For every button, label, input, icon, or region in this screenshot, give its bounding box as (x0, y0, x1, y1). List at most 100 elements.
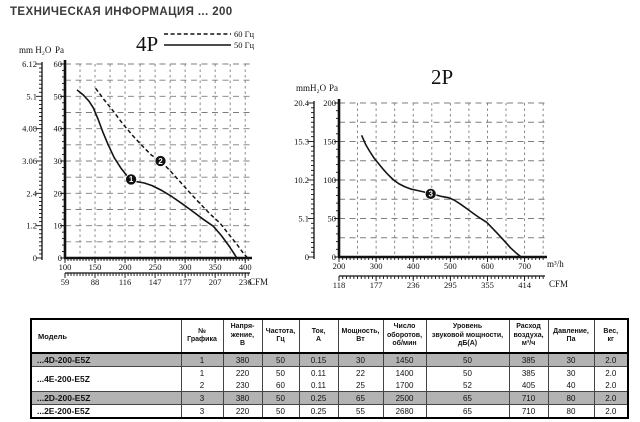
y-tick-label: 100 (323, 175, 336, 185)
cfm-label: 295 (444, 280, 457, 290)
x-tick-label: 400 (407, 261, 420, 271)
header-frequency: Частота, Гц (261, 318, 300, 354)
table-cell: 65 (425, 404, 510, 419)
table-cell: 2680 (382, 404, 427, 419)
x-tick-label: 400 (239, 262, 252, 272)
table-cell: 380 (222, 391, 263, 405)
mm-label: 4.08 (22, 124, 37, 134)
y-tick-label: 150 (323, 137, 336, 147)
table-cell: 30 (547, 366, 595, 379)
table-cell: 55 (337, 404, 384, 419)
x-tick-label: 300 (179, 262, 192, 272)
cfm-label: 236 (407, 280, 420, 290)
table-cell: 2.0 (593, 391, 629, 405)
table-cell: 80 (547, 391, 595, 405)
table-cell: 3 (180, 404, 224, 419)
mm-label: 20.4 (294, 98, 310, 108)
header-pressure: Давление, Па (547, 318, 595, 354)
table-cell: 50 (425, 366, 510, 379)
curve-marker-3 (424, 188, 437, 200)
page-title: ТЕХНИЧЕСКАЯ ИНФОРМАЦИЯ ... 200 (10, 6, 233, 18)
chart-2p: 0 50 100 150 200 200 300 400 500 600 700 20.4 15.3 10… (294, 65, 568, 290)
cfm-unit-label: CFM (249, 277, 268, 287)
cfm-label: 355 (481, 280, 494, 290)
table-cell: 50 (261, 366, 300, 379)
table-header-row: Модель № Графика Напря- жение, В Частота… (30, 318, 629, 354)
cfm-label: 116 (119, 277, 131, 287)
curve-marker-2 (154, 155, 167, 167)
curve-marker-label: 1 (129, 175, 134, 184)
table-cell: 80 (547, 404, 595, 419)
y-tick-label: 50 (328, 214, 337, 224)
mm-label: 1.2 (26, 221, 37, 231)
chart-4p-title: 4P (136, 32, 158, 56)
table-cell: 385 (508, 366, 549, 379)
mm-label: 3.06 (22, 156, 37, 166)
y-tick-label: 60 (54, 59, 63, 69)
curve-marker-1 (125, 173, 137, 186)
header-noise: Уровень звуковой мощности, дБ(А) (425, 318, 510, 354)
table-cell: 50 (425, 352, 510, 367)
x-tick-label: 350 (209, 262, 222, 272)
table-cell: 0.25 (298, 404, 339, 419)
table-cell: 0.15 (298, 352, 339, 367)
cfm-label: 88 (91, 277, 100, 287)
table-row: ...2D-200-E5Z 3 380 50 0.25 65 2500 65 7… (30, 391, 629, 405)
y-tick-label: 20 (54, 188, 63, 198)
cfm-label: 414 (518, 280, 532, 290)
legend-50hz-label: 50 Гц (234, 40, 255, 50)
series-curve-60-Гц (94, 87, 249, 259)
table-row: ...4E-200-E5Z 1 220 50 0.11 22 1400 50 3… (30, 366, 629, 392)
header-rpm: Число оборотов, об/мин (382, 318, 427, 354)
cfm-label: 207 (209, 277, 222, 287)
x-tick-label: 250 (149, 262, 162, 272)
x-tick-label: 500 (444, 261, 457, 271)
table-cell: 405 (508, 379, 549, 392)
table-row: ...4D-200-E5Z 1 380 50 0.15 30 1450 50 3… (30, 352, 629, 367)
table-cell: 710 (508, 404, 549, 419)
model-cell: ...2D-200-E5Z (30, 391, 182, 405)
y-tick-label: 50 (54, 91, 63, 101)
header-graph-no: № Графика (180, 318, 224, 354)
model-cell: ...4E-200-E5Z (30, 366, 182, 392)
x-tick-label: 100 (59, 262, 72, 272)
cfm-label: 236 (239, 277, 252, 287)
table-cell: 65 (425, 391, 510, 405)
table-cell: 2.0 (593, 366, 629, 379)
x-tick-label: 200 (333, 261, 346, 271)
header-voltage: Напря- жение, В (222, 318, 263, 354)
cfm-unit-label: CFM (549, 279, 568, 289)
mm-label: 0 (33, 253, 37, 263)
cfm-label: 177 (370, 280, 383, 290)
model-cell: ...4D-200-E5Z (30, 352, 182, 367)
y-left-unit-label: mm H₂O (19, 45, 52, 55)
mm-label: 0 (305, 252, 309, 262)
table-cell: 230 (222, 379, 263, 392)
table-cell: 40 (547, 379, 595, 392)
table-cell: 50 (261, 352, 300, 367)
y-right-unit-label: Pa (329, 83, 338, 93)
table-cell: 25 (337, 379, 384, 392)
table-cell: 220 (222, 404, 263, 419)
table-row: ...2E-200-E5Z 3 220 50 0.25 55 2680 65 7… (30, 404, 629, 419)
header-weight: Вес, кг (593, 318, 629, 354)
table-cell: 30 (547, 352, 595, 367)
legend-60hz-label: 60 Гц (234, 29, 255, 39)
y-left-unit-label: mmH₂O (296, 83, 327, 93)
table-cell: 220 (222, 366, 263, 379)
table-cell: 50 (261, 391, 300, 405)
cfm-label: 118 (333, 280, 345, 290)
table-cell: 1700 (382, 379, 427, 392)
cfm-label: 147 (149, 277, 162, 287)
y-tick-label: 200 (323, 98, 336, 108)
table-cell: 30 (337, 352, 384, 367)
mm-label: 15.3 (294, 137, 309, 147)
x-tick-label: 700 (518, 261, 531, 271)
table-cell: 710 (508, 391, 549, 405)
header-power: Мощность, Вт (337, 318, 384, 354)
y-tick-label: 30 (54, 156, 63, 166)
x-tick-label: 150 (89, 262, 102, 272)
curve-marker-label: 3 (428, 190, 433, 199)
